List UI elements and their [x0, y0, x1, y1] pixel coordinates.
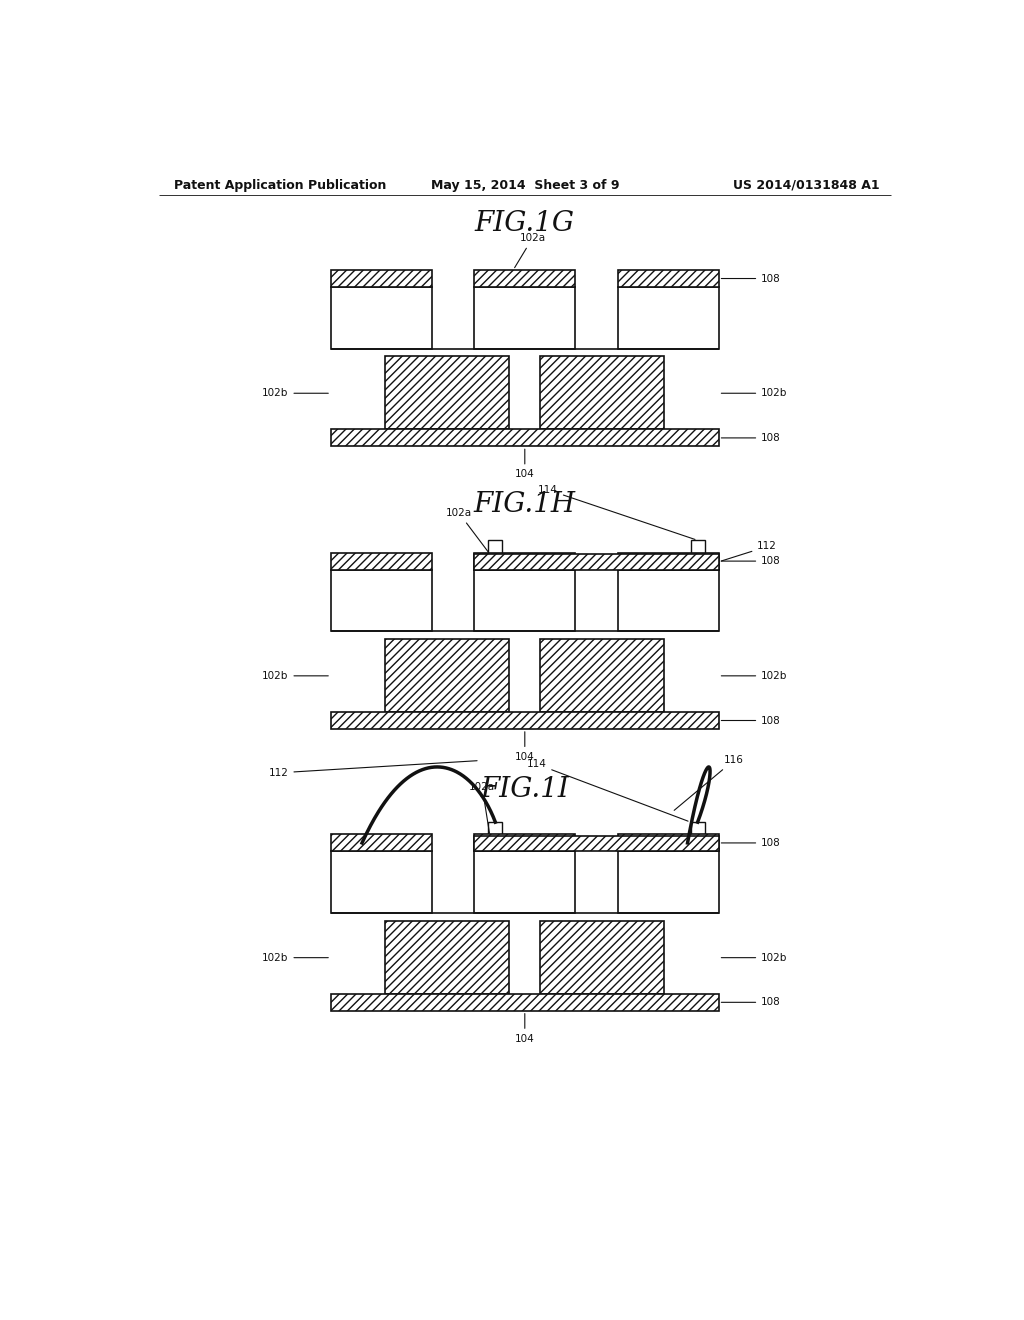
Bar: [474, 271, 575, 286]
Text: 102b: 102b: [721, 671, 787, 681]
Bar: [617, 271, 719, 286]
Bar: [331, 711, 719, 729]
Text: 108: 108: [721, 273, 781, 284]
Text: Patent Application Publication: Patent Application Publication: [174, 178, 387, 191]
Text: 102a: 102a: [469, 783, 496, 833]
Bar: [474, 836, 719, 851]
Text: US 2014/0131848 A1: US 2014/0131848 A1: [733, 178, 880, 191]
Bar: [331, 553, 432, 570]
Text: FIG.1G: FIG.1G: [475, 210, 574, 238]
Text: 108: 108: [721, 998, 781, 1007]
Text: May 15, 2014  Sheet 3 of 9: May 15, 2014 Sheet 3 of 9: [430, 178, 620, 191]
Text: 102b: 102b: [721, 953, 787, 962]
Text: 104: 104: [515, 449, 535, 479]
Text: FIG.1I: FIG.1I: [480, 776, 569, 804]
Bar: [690, 822, 705, 836]
Bar: [617, 553, 719, 570]
Bar: [617, 570, 719, 631]
Text: 108: 108: [721, 556, 781, 566]
Bar: [541, 356, 665, 429]
Bar: [474, 570, 575, 631]
Bar: [331, 429, 719, 446]
Text: 108: 108: [721, 433, 781, 444]
Bar: [474, 554, 719, 570]
Text: 112: 112: [268, 760, 477, 777]
Bar: [541, 921, 665, 994]
Bar: [331, 994, 719, 1011]
Bar: [617, 834, 719, 851]
Text: 104: 104: [515, 731, 535, 762]
Text: 102a: 102a: [515, 234, 546, 268]
Text: 102b: 102b: [262, 388, 329, 399]
Bar: [331, 286, 432, 348]
Bar: [385, 921, 509, 994]
Text: 116: 116: [674, 755, 744, 810]
Bar: [617, 851, 719, 913]
Bar: [474, 851, 575, 913]
Text: 104: 104: [515, 1014, 535, 1044]
Text: 102b: 102b: [262, 953, 329, 962]
Bar: [474, 286, 575, 348]
Bar: [474, 553, 575, 570]
Bar: [488, 822, 503, 836]
Text: 102b: 102b: [262, 671, 329, 681]
Bar: [617, 286, 719, 348]
Bar: [331, 271, 432, 286]
Bar: [385, 356, 509, 429]
Text: 114: 114: [526, 759, 688, 821]
Bar: [690, 540, 705, 554]
Bar: [488, 540, 503, 554]
Text: 102b: 102b: [721, 388, 787, 399]
Text: FIG.1H: FIG.1H: [474, 491, 575, 519]
Bar: [331, 570, 432, 631]
Bar: [385, 639, 509, 711]
Bar: [331, 851, 432, 913]
Text: 102a: 102a: [445, 508, 488, 552]
Bar: [541, 639, 665, 711]
Text: 108: 108: [721, 715, 781, 726]
Text: 112: 112: [721, 541, 777, 561]
Bar: [474, 834, 575, 851]
Bar: [331, 834, 432, 851]
Text: 114: 114: [539, 484, 695, 540]
Text: 108: 108: [721, 838, 781, 847]
